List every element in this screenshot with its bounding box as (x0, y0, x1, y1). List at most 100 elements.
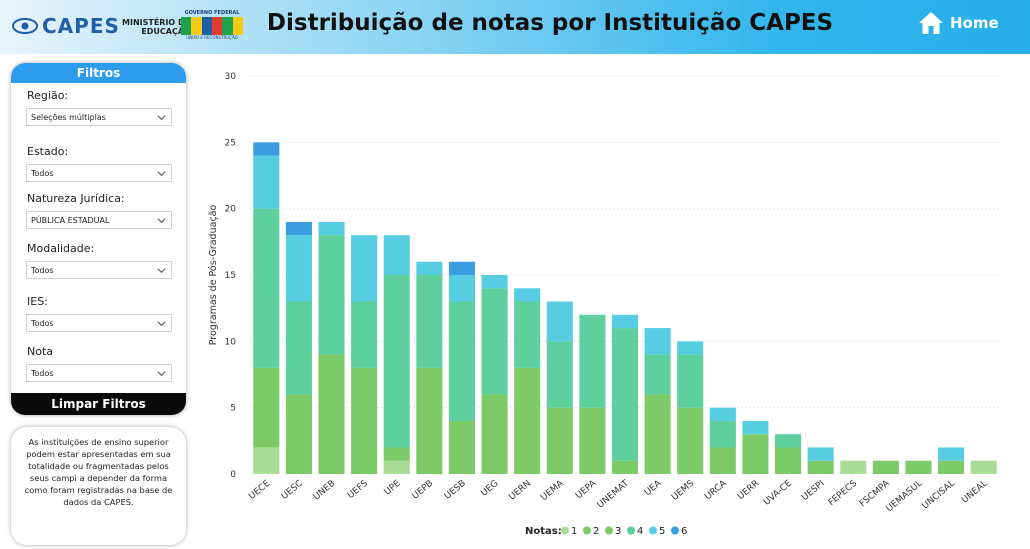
bar-segment (351, 367, 378, 474)
bar-segment (514, 367, 541, 474)
bar-segment (253, 155, 280, 209)
filter-value-nota: Todos (31, 369, 54, 378)
capes-eye-icon (12, 18, 38, 34)
x-tick-label: UECE (247, 478, 272, 501)
bar-segment (644, 394, 671, 474)
filter-value-estado: Todos (31, 169, 54, 178)
bar-segment (285, 394, 312, 474)
bar-segment (416, 367, 443, 474)
bar-segment (677, 341, 704, 355)
x-tick-label: UEA (643, 478, 664, 498)
y-tick-label: 5 (230, 404, 236, 414)
bar-segment (253, 367, 280, 448)
bar-segment (318, 221, 345, 236)
bar-segment (872, 460, 899, 474)
bar-segment (416, 275, 443, 368)
bar-segment (840, 460, 867, 474)
filter-select-nota[interactable]: Todos (26, 364, 172, 382)
bar-segment (709, 420, 736, 448)
x-tick-label: UNEMAT (596, 478, 632, 510)
ministry-logo: MINISTÉRIO DA EDUCAÇÃO (122, 18, 191, 36)
bar-segment (318, 235, 345, 355)
bar-segment (481, 288, 508, 395)
x-tick-label: UPE (383, 478, 403, 497)
clear-filters-button[interactable]: Limpar Filtros (11, 393, 186, 415)
bar-segment (514, 288, 541, 302)
chevron-down-icon (157, 218, 166, 224)
bar-segment (775, 434, 802, 448)
bar-segment (807, 447, 834, 461)
page-title: Distribuição de notas por Instituição CA… (266, 10, 834, 36)
x-tick-label: UNEB (312, 479, 338, 503)
filter-select-estado[interactable]: Todos (26, 164, 172, 182)
filter-label-modalidade: Modalidade: (27, 242, 95, 255)
bar-segment (383, 235, 410, 275)
bar-segment (514, 301, 541, 368)
filter-value-ies: Todos (31, 319, 54, 328)
bar-segment (579, 407, 606, 474)
legend-title: Notas: (525, 526, 562, 537)
x-tick-label: UEPA (574, 478, 599, 501)
bar-segment (742, 434, 769, 474)
bar-segment (285, 301, 312, 395)
legend-label: 2 (593, 526, 599, 537)
x-tick-label: UNEAL (960, 479, 990, 506)
bar-segment (253, 208, 280, 368)
legend-marker (605, 526, 613, 535)
header-bar: CAPES MINISTÉRIO DA EDUCAÇÃO GOVERNO FED… (0, 0, 1030, 54)
x-tick-label: UEG (479, 479, 500, 499)
x-tick-label: UEMASUL (885, 479, 925, 515)
bar-segment (546, 301, 573, 342)
filter-select-modalidade[interactable]: Todos (26, 261, 172, 279)
bar-segment (677, 407, 704, 474)
bar-segment (448, 261, 475, 275)
x-tick-label: UESC (280, 479, 305, 502)
bar-segment (481, 275, 508, 289)
filters-title: Filtros (11, 63, 186, 83)
x-tick-label: UESPI (800, 479, 826, 503)
legend-label: 6 (681, 526, 687, 537)
legend-marker (671, 526, 679, 535)
bar-segment (709, 407, 736, 421)
filter-value-regiao: Seleções múltiplas (31, 113, 106, 122)
bar-segment (611, 460, 639, 474)
chevron-down-icon (157, 115, 166, 121)
y-axis-label: Programas de Pós-Graduação (208, 205, 219, 346)
chevron-down-icon (157, 268, 166, 274)
filter-select-natureza[interactable]: PÚBLICA ESTADUAL (26, 211, 172, 229)
filter-select-ies[interactable]: Todos (26, 314, 172, 332)
legend-marker (561, 526, 569, 535)
y-tick-label: 25 (225, 138, 236, 148)
x-tick-label: UEPB (411, 479, 436, 502)
home-button[interactable]: Home (918, 10, 999, 36)
x-tick-label: UVA-CE (762, 478, 794, 507)
x-tick-label: UERN (507, 479, 533, 503)
filter-label-nota: Nota (27, 345, 54, 358)
x-tick-label: UESB (443, 479, 468, 502)
y-tick-label: 10 (225, 337, 237, 347)
bar-segment (383, 447, 410, 461)
filter-label-ies: IES: (27, 295, 48, 308)
bar-segment (351, 301, 378, 368)
bar-segment (644, 328, 671, 355)
x-tick-label: UEMA (539, 478, 566, 503)
filters-panel: Filtros Região: Seleções múltiplas Estad… (11, 63, 186, 415)
filter-label-natureza: Natureza Jurídica: (27, 192, 125, 205)
bar-segment (253, 447, 280, 474)
government-logo-bottom: UNIÃO E RECONSTRUÇÃO (186, 35, 238, 40)
filter-select-regiao[interactable]: Seleções múltiplas (26, 108, 172, 126)
bar-segment (970, 460, 997, 474)
legend-marker (649, 526, 657, 535)
legend-label: 1 (571, 526, 577, 537)
x-tick-label: UEFS (346, 478, 370, 501)
bar-segment (318, 354, 345, 474)
government-logo-top: GOVERNO FEDERAL (184, 10, 240, 16)
legend-label: 5 (659, 526, 665, 537)
bar-segment (285, 221, 312, 236)
bar-segment (807, 460, 834, 474)
capes-logo-text: CAPES (42, 14, 120, 38)
y-tick-label: 15 (225, 271, 236, 281)
x-tick-label: UERR (736, 479, 761, 503)
x-tick-label: FEPECS (827, 478, 860, 508)
bar-segment (775, 447, 802, 474)
